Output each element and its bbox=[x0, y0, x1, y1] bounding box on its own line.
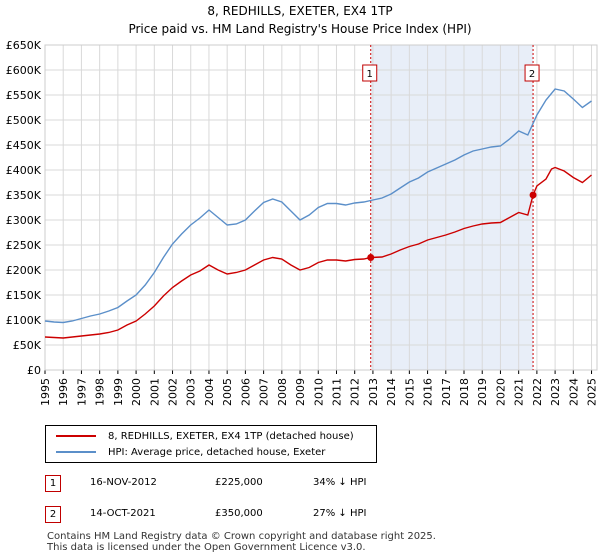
x-tick-label: 2021 bbox=[513, 378, 526, 406]
transaction-date: 16-NOV-2012 bbox=[90, 477, 157, 488]
sale-marker-box bbox=[362, 64, 378, 82]
y-tick-label: £650K bbox=[6, 39, 42, 52]
legend-swatch-hpi bbox=[56, 451, 96, 453]
legend-swatch-property bbox=[56, 435, 96, 437]
transaction-price: £350,000 bbox=[215, 508, 263, 519]
x-tick-label: 1995 bbox=[39, 378, 52, 406]
footer-license: This data is licensed under the Open Gov… bbox=[47, 542, 366, 553]
chart-title: 8, REDHILLS, EXETER, EX4 1TP bbox=[207, 4, 393, 18]
sale-marker-label: 1 bbox=[367, 69, 373, 80]
x-tick-label: 2007 bbox=[258, 378, 271, 406]
transaction-price: £225,000 bbox=[215, 477, 263, 488]
x-tick-label: 2008 bbox=[276, 378, 289, 406]
shaded-period bbox=[370, 45, 534, 370]
y-tick-label: £150K bbox=[6, 289, 42, 302]
transaction-number: 2 bbox=[45, 506, 61, 523]
sale-marker-label: 2 bbox=[529, 69, 535, 80]
y-tick-label: £250K bbox=[6, 239, 42, 252]
x-tick-label: 2015 bbox=[403, 378, 416, 406]
x-tick-label: 2013 bbox=[367, 378, 380, 406]
chart-subtitle: Price paid vs. HM Land Registry's House … bbox=[128, 22, 472, 36]
x-tick-label: 2002 bbox=[167, 378, 180, 406]
transaction-delta: 34% ↓ HPI bbox=[313, 477, 367, 488]
legend-item-property: 8, REDHILLS, EXETER, EX4 1TP (detached h… bbox=[46, 428, 354, 444]
legend: 8, REDHILLS, EXETER, EX4 1TP (detached h… bbox=[45, 425, 377, 463]
x-tick-label: 1996 bbox=[57, 378, 70, 406]
footer-copyright: Contains HM Land Registry data © Crown c… bbox=[47, 531, 436, 542]
legend-item-hpi: HPI: Average price, detached house, Exet… bbox=[46, 444, 325, 460]
x-tick-label: 1998 bbox=[94, 378, 107, 406]
x-tick-label: 2024 bbox=[567, 378, 580, 406]
transaction-number: 1 bbox=[45, 475, 61, 492]
sale-marker-box bbox=[524, 64, 540, 82]
x-tick-label: 2022 bbox=[531, 378, 544, 406]
x-tick-label: 2017 bbox=[440, 378, 453, 406]
y-tick-label: £450K bbox=[6, 139, 42, 152]
x-tick-label: 2009 bbox=[294, 378, 307, 406]
y-tick-label: £100K bbox=[6, 314, 42, 327]
x-tick-label: 2003 bbox=[185, 378, 198, 406]
legend-label-hpi: HPI: Average price, detached house, Exet… bbox=[108, 446, 326, 458]
x-tick-label: 2019 bbox=[476, 378, 489, 406]
transaction-date: 14-OCT-2021 bbox=[90, 508, 156, 519]
y-tick-label: £600K bbox=[6, 64, 42, 77]
x-tick-label: 2011 bbox=[330, 378, 343, 406]
transaction-delta: 27% ↓ HPI bbox=[313, 508, 367, 519]
legend-label-property: 8, REDHILLS, EXETER, EX4 1TP (detached h… bbox=[108, 430, 354, 442]
x-tick-label: 2001 bbox=[148, 378, 161, 406]
x-tick-label: 2005 bbox=[221, 378, 234, 406]
series-line-hpi bbox=[44, 88, 592, 324]
plot-border bbox=[44, 44, 598, 371]
sale-point bbox=[529, 191, 537, 199]
x-tick-label: 2000 bbox=[130, 378, 143, 406]
price-chart: £0 £50K £100K £150K £200K £250K £300K £350K £400… bbox=[6, 39, 599, 406]
sale-point bbox=[367, 254, 375, 261]
x-tick-label: 2004 bbox=[203, 378, 216, 406]
y-tick-label: £50K bbox=[13, 339, 42, 352]
y-tick-label: £0 bbox=[27, 364, 41, 377]
y-tick-label: £500K bbox=[6, 114, 42, 127]
x-tick-label: 2012 bbox=[349, 378, 362, 406]
series-line-property bbox=[44, 166, 592, 339]
x-tick-label: 2025 bbox=[586, 378, 599, 406]
y-tick-label: £550K bbox=[6, 89, 42, 102]
x-tick-label: 2014 bbox=[385, 378, 398, 406]
y-tick-label: £350K bbox=[6, 189, 42, 202]
x-tick-label: 2023 bbox=[549, 378, 562, 406]
x-tick-label: 2006 bbox=[239, 378, 252, 406]
x-tick-label: 2020 bbox=[494, 378, 507, 406]
y-tick-label: £200K bbox=[6, 264, 42, 277]
y-tick-label: £400K bbox=[6, 164, 42, 177]
x-tick-label: 2016 bbox=[422, 378, 435, 406]
y-tick-label: £300K bbox=[6, 214, 42, 227]
x-tick-label: 1999 bbox=[112, 378, 125, 406]
x-tick-label: 2010 bbox=[312, 378, 325, 406]
x-tick-label: 2018 bbox=[458, 378, 471, 406]
x-tick-label: 1997 bbox=[75, 378, 88, 406]
